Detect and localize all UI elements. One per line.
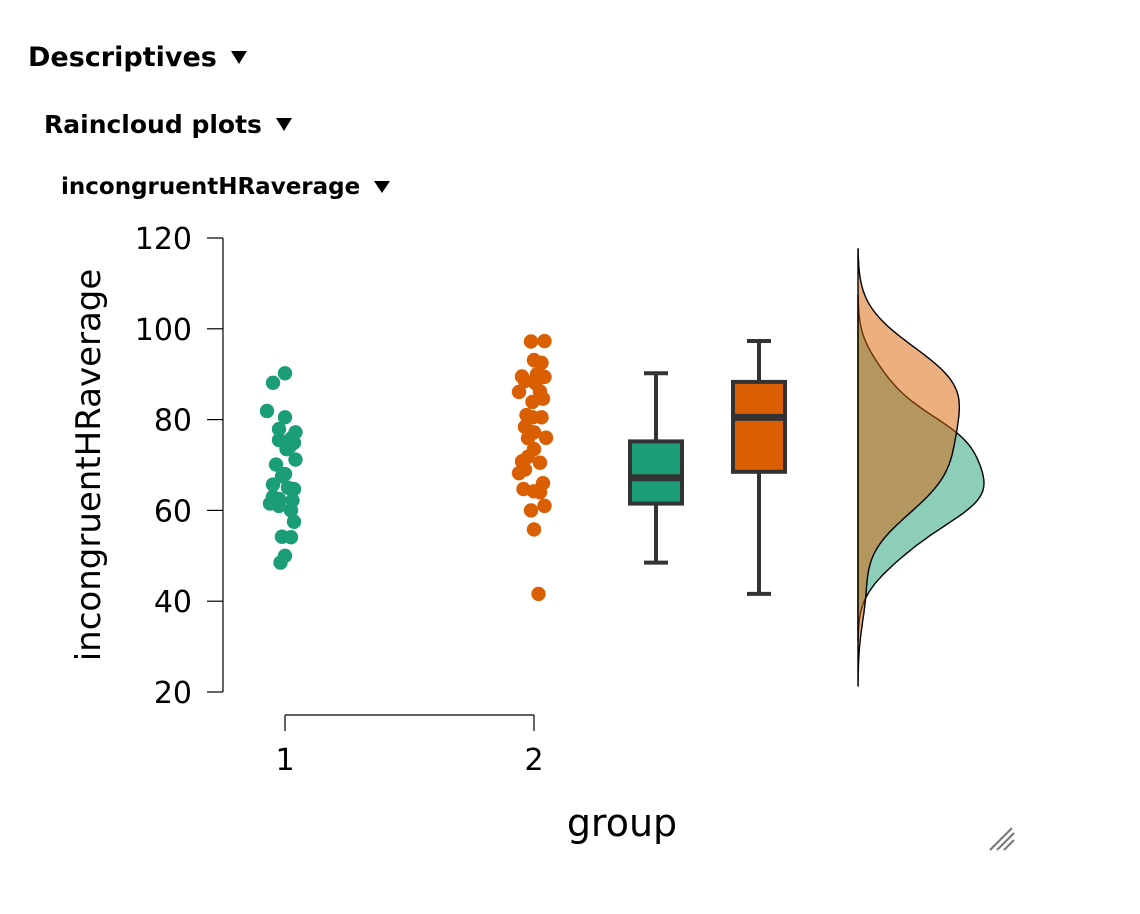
data-point	[259, 403, 275, 419]
data-point	[520, 431, 536, 446]
triangle-down-icon[interactable]	[374, 181, 391, 193]
y-tick-label: 20	[154, 676, 192, 711]
data-point	[277, 410, 293, 425]
y-tick-label: 40	[154, 585, 192, 620]
y-tick-label: 100	[135, 313, 192, 348]
x-tick-label: 1	[275, 743, 294, 778]
data-point	[288, 452, 303, 467]
data-point	[273, 555, 288, 570]
triangle-down-icon[interactable]	[230, 51, 247, 64]
data-point	[534, 410, 549, 425]
y-tick-label: 120	[135, 222, 192, 257]
x-axis-label: group	[567, 801, 677, 845]
data-point	[534, 355, 549, 371]
data-point	[271, 498, 287, 514]
data-point	[532, 485, 548, 500]
descriptives-header[interactable]: Descriptives	[28, 42, 247, 73]
data-point	[265, 477, 281, 492]
resize-handle-icon[interactable]	[988, 826, 1016, 852]
descriptives-header-label: Descriptives	[28, 42, 217, 73]
data-point	[268, 457, 284, 472]
box-iqr	[628, 439, 684, 506]
data-point	[283, 503, 299, 518]
data-point	[523, 334, 539, 349]
box-iqr	[731, 379, 787, 474]
data-point	[286, 514, 302, 529]
triangle-down-icon[interactable]	[275, 118, 292, 131]
variable-header-label: incongruentHRaverage	[61, 174, 361, 200]
data-point	[271, 421, 287, 437]
data-point	[274, 529, 290, 544]
data-point	[538, 430, 554, 445]
y-axis-label: incongruentHRaverage	[69, 269, 109, 662]
density-curve	[857, 248, 960, 687]
raincloud-plots-header[interactable]: Raincloud plots	[44, 110, 292, 139]
variable-header[interactable]: incongruentHRaverage	[61, 174, 391, 200]
data-point	[511, 384, 527, 400]
data-point	[265, 375, 281, 391]
data-point	[526, 522, 542, 537]
data-point	[279, 441, 294, 457]
data-point	[511, 465, 527, 481]
data-point	[523, 503, 539, 518]
data-point	[532, 455, 548, 470]
data-point	[286, 481, 302, 497]
data-point	[537, 498, 552, 514]
raincloud-plots-header-label: Raincloud plots	[44, 110, 262, 139]
data-point	[277, 366, 293, 381]
data-point	[537, 333, 552, 349]
y-tick-label: 60	[154, 494, 192, 529]
data-point	[525, 394, 540, 410]
data-point	[531, 586, 546, 602]
x-tick-label: 2	[524, 743, 543, 778]
y-tick-label: 80	[154, 404, 192, 439]
